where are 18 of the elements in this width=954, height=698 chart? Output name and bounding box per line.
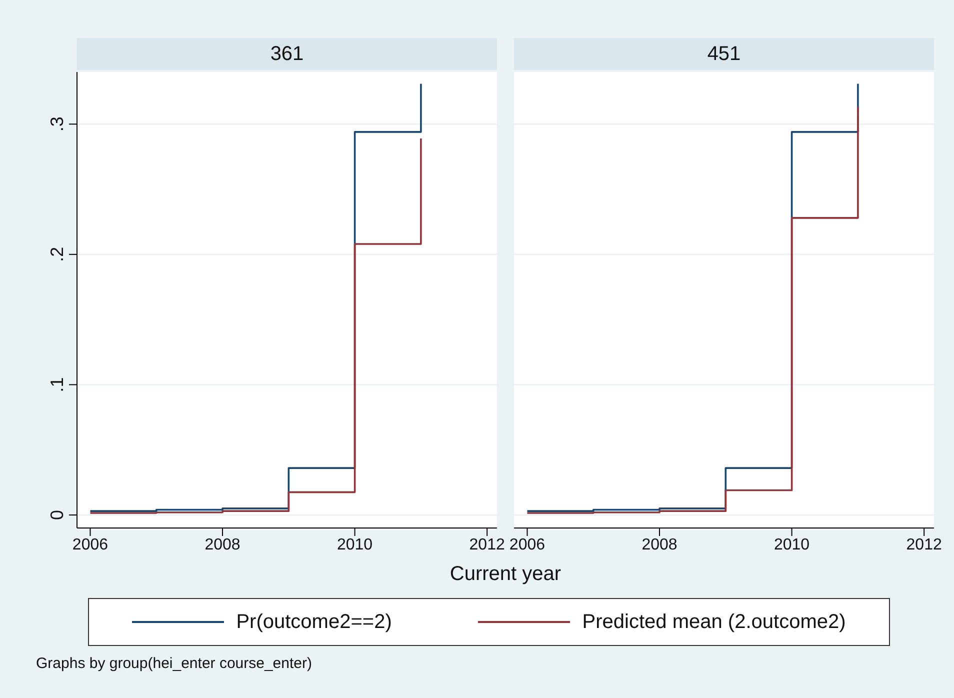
x-tick-label: 2006 bbox=[509, 536, 546, 554]
legend-label: Pr(outcome2==2) bbox=[236, 610, 392, 634]
y-tick-label: .1 bbox=[47, 377, 67, 392]
x-axis-title: Current year bbox=[448, 563, 562, 586]
x-tick-label: 2008 bbox=[642, 536, 678, 554]
x-tick-label: 2010 bbox=[337, 536, 373, 554]
x-tick-label: 2008 bbox=[204, 536, 240, 554]
chart-title: 361 bbox=[77, 38, 497, 70]
y-tick-label: .3 bbox=[47, 116, 67, 132]
legend-label: Predicted mean (2.outcome2) bbox=[582, 610, 846, 634]
x-tick-label: 2012 bbox=[906, 536, 942, 554]
y-tick-label: .2 bbox=[47, 246, 67, 262]
x-tick-label: 2006 bbox=[72, 536, 108, 554]
y-tick-label: 0 bbox=[47, 510, 67, 520]
x-tick-label: 2012 bbox=[469, 536, 505, 554]
text: Graphs by group(hei_enter course_enter) bbox=[36, 655, 312, 672]
chart-title: 451 bbox=[514, 38, 934, 70]
x-tick-label: 2010 bbox=[774, 536, 810, 554]
